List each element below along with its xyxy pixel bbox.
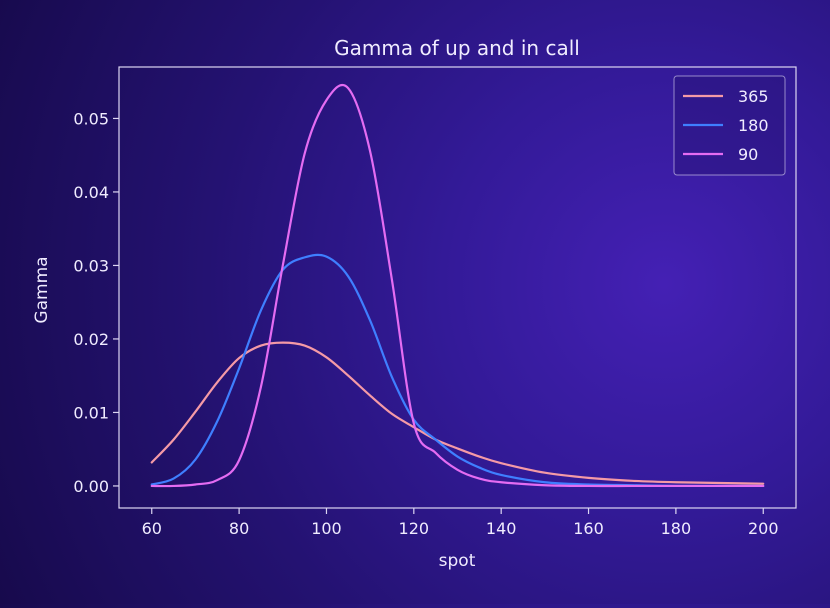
x-tick-label: 160 [573,519,604,538]
legend-label-365: 365 [738,87,769,106]
legend-box [673,75,786,176]
y-tick-label: 0.03 [73,256,109,275]
x-tick-label: 140 [486,519,517,538]
y-tick-label: 0.01 [73,403,109,422]
series-line-365 [150,341,765,485]
series-line-90 [150,83,765,488]
y-tick-label: 0.04 [73,183,109,202]
x-tick-label: 100 [311,519,342,538]
plot-frame [118,66,797,509]
legend-label-90: 90 [738,145,758,164]
x-axis-label: spot [439,551,476,571]
x-tick-label: 180 [661,519,692,538]
x-tick-label: 200 [748,519,779,538]
y-tick-label: 0.00 [73,477,109,496]
legend-label-180: 180 [738,116,769,135]
y-axis-label: Gamma [32,256,52,323]
series-line-180 [150,253,765,488]
chart-title: Gamma of up and in call [334,36,580,60]
x-tick-label: 80 [229,519,249,538]
x-tick-label: 60 [142,519,162,538]
legend: 365 180 90 [673,75,786,176]
plot-area: 60 80 100 120 140 160 180 200 0.00 0.01 0.02 0.03 0.… [73,66,797,538]
y-tick-label: 0.02 [73,330,109,349]
x-tick-label: 120 [399,519,430,538]
y-tick-label: 0.05 [73,109,109,128]
